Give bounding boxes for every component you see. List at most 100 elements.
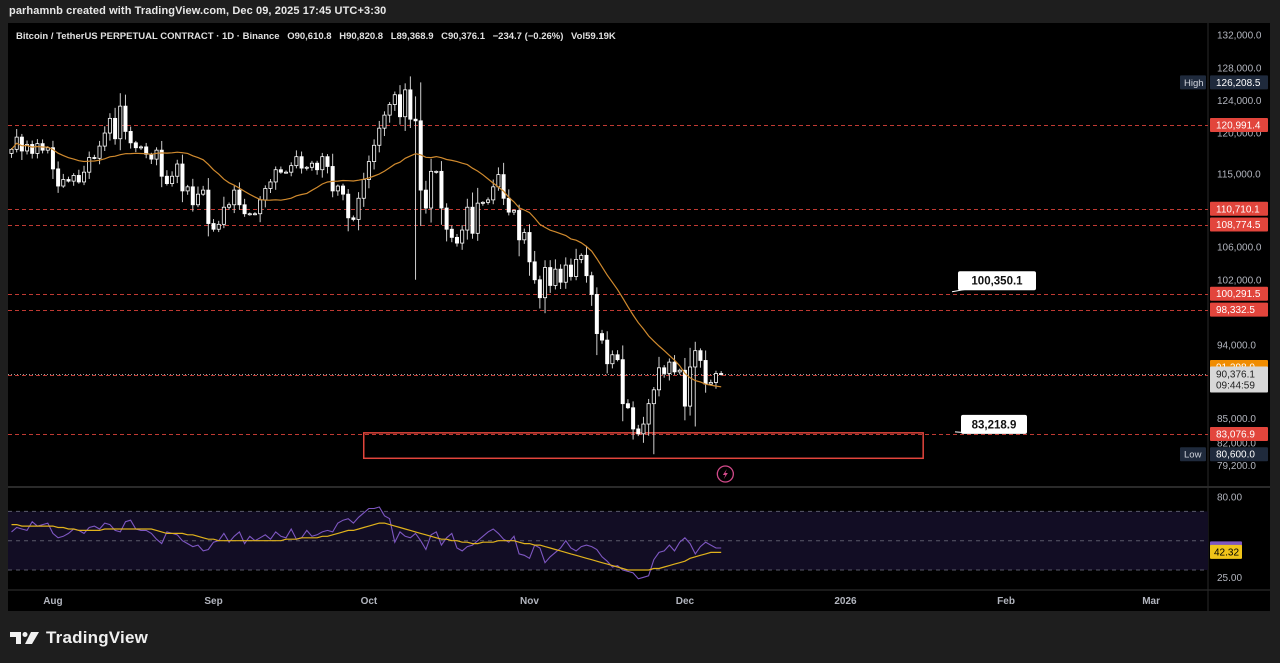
low-price-tag-bg — [1180, 447, 1206, 462]
high-price-value: 126,208.5 — [1216, 78, 1261, 89]
price-axis-tick: 102,000.0 — [1217, 275, 1262, 286]
candle-body — [517, 210, 522, 241]
candle-body — [97, 145, 102, 159]
candle-body — [677, 369, 682, 373]
candle-body — [703, 360, 708, 385]
candle-body — [527, 232, 532, 263]
price-axis-tick: 115,000.0 — [1217, 169, 1261, 180]
candle-body — [346, 193, 351, 219]
candle-body — [651, 389, 656, 405]
price-axis-tick: 132,000.0 — [1217, 31, 1262, 42]
candle-body — [392, 94, 397, 105]
candle-body — [258, 199, 263, 215]
candle-body — [19, 136, 24, 152]
candle-body — [688, 366, 693, 407]
candle-body — [170, 175, 175, 184]
candle-body — [511, 210, 516, 213]
callout-box — [961, 414, 1027, 434]
candle-body — [465, 206, 470, 231]
price-level-label-bg — [1210, 286, 1268, 301]
candle-body — [335, 185, 340, 192]
candle-body — [372, 144, 377, 162]
time-axis-tick: Oct — [361, 596, 378, 607]
price-axis-tick: 82,000.0 — [1217, 438, 1256, 449]
price-level-label-bg — [1210, 427, 1268, 442]
candle-body — [657, 367, 662, 391]
candle-body — [92, 157, 97, 159]
candle-body — [50, 147, 55, 170]
candle-body — [579, 254, 584, 260]
candle-body — [600, 333, 605, 341]
low-price-value: 80,600.0 — [1216, 450, 1255, 461]
candle-body — [620, 359, 625, 405]
candle-body — [361, 179, 366, 199]
price-level-label-bg — [1210, 117, 1268, 132]
candle-body — [341, 185, 346, 195]
volume-value: Vol59.19K — [571, 31, 616, 42]
candle-body — [475, 202, 480, 234]
candle-body — [641, 423, 646, 435]
current-price-label-bg — [1210, 366, 1268, 393]
candle-body — [682, 369, 687, 407]
price-axis-tick: 124,000.0 — [1217, 96, 1262, 107]
candle-body — [294, 156, 299, 167]
candle-body — [454, 236, 459, 244]
ohlc-close: C90,376.1 — [441, 31, 485, 42]
ohlc-open: O90,610.8 — [287, 31, 332, 42]
candle-body — [71, 175, 76, 182]
event-lightning-icon — [716, 465, 734, 483]
candle-body — [268, 181, 273, 189]
candle-body — [107, 117, 112, 134]
candle-body — [537, 279, 542, 299]
rsi-ma-value-label-bg — [1210, 544, 1242, 559]
symbol-legend: Bitcoin / TetherUS PERPETUAL CONTRACT · … — [16, 31, 621, 42]
candle-body — [164, 175, 169, 184]
candle-body — [185, 186, 190, 192]
price-axis-tick: 120,000.0 — [1217, 129, 1262, 140]
chart-frame[interactable]: 132,000.0 128,000.0 124,000.0 120,000.0 115,… — [8, 23, 1270, 611]
candle-body — [247, 213, 252, 216]
candle-body — [594, 294, 599, 334]
chart-canvas[interactable]: 132,000.0 128,000.0 124,000.0 120,000.0 115,… — [8, 23, 1270, 611]
candle-body — [87, 157, 92, 173]
time-axis-tick: Aug — [43, 596, 62, 607]
candle-body — [299, 156, 304, 169]
candle-body — [698, 350, 703, 361]
candle-body — [325, 156, 330, 167]
candle-body — [444, 207, 449, 230]
candle-body — [403, 89, 408, 118]
candle-body — [480, 201, 485, 204]
candle-body — [413, 118, 418, 122]
candle-body — [133, 142, 138, 149]
candle-body — [631, 407, 636, 430]
candle-body — [377, 127, 382, 146]
candle-body — [273, 169, 278, 183]
candle-body — [387, 104, 392, 116]
candle-body — [304, 166, 309, 169]
candle-body — [56, 168, 61, 187]
candle-body — [563, 264, 568, 283]
candle-body — [548, 267, 553, 286]
countdown-label: 09:44:59 — [1216, 381, 1255, 392]
candle-body — [320, 156, 325, 171]
price-level-label: 100,291.5 — [1216, 289, 1261, 300]
candle-body — [636, 428, 641, 435]
candle-body — [351, 217, 356, 220]
candle-body — [118, 105, 123, 140]
price-axis-tick: 79,200.0 — [1217, 461, 1256, 472]
candle-body — [543, 267, 548, 299]
candle-body — [501, 174, 506, 199]
price-level-label-bg — [1210, 201, 1268, 216]
candle-body — [82, 171, 87, 183]
tradingview-logo: TradingView — [10, 628, 148, 648]
candle-body — [206, 189, 211, 224]
candle-body — [113, 117, 118, 140]
candle-body — [713, 373, 718, 383]
price-level-label: 120,991.4 — [1216, 120, 1261, 131]
candle-body — [449, 228, 454, 238]
candle-body — [201, 189, 206, 195]
candle-body — [708, 382, 713, 385]
candle-body — [486, 199, 491, 203]
ohlc-change: −234.7 (−0.26%) — [492, 31, 564, 42]
candle-body — [356, 197, 361, 220]
